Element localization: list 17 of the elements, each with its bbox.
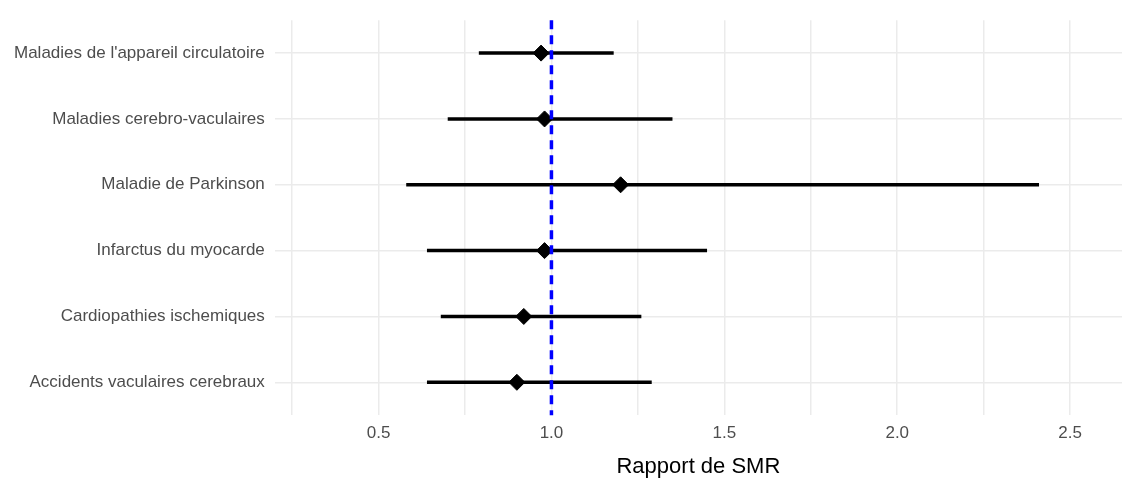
y-tick-label: Infarctus du myocarde [96, 240, 265, 260]
point [612, 176, 630, 194]
x-tick-label: 1.0 [539, 423, 564, 443]
x-tick-label: 2.5 [1058, 423, 1082, 443]
y-tick-label: Accidents vaculaires cerebraux [29, 371, 266, 391]
point [536, 110, 554, 128]
x-tick-label: 2.0 [885, 423, 910, 443]
y-tick-label: Cardiopathies ischemiques [60, 306, 265, 326]
x-axis-title: Rapport de SMR [616, 452, 781, 478]
point [532, 44, 550, 62]
point [508, 373, 526, 391]
x-tick-label: 1.5 [712, 423, 737, 443]
x-tick-label: 0.5 [366, 423, 391, 443]
point [515, 307, 533, 325]
y-tick-label: Maladie de Parkinson [101, 174, 265, 194]
y-tick-label: Maladies cerebro-vaculaires [52, 108, 265, 128]
y-tick-label: Maladies de l'appareil circulatoire [13, 42, 265, 62]
